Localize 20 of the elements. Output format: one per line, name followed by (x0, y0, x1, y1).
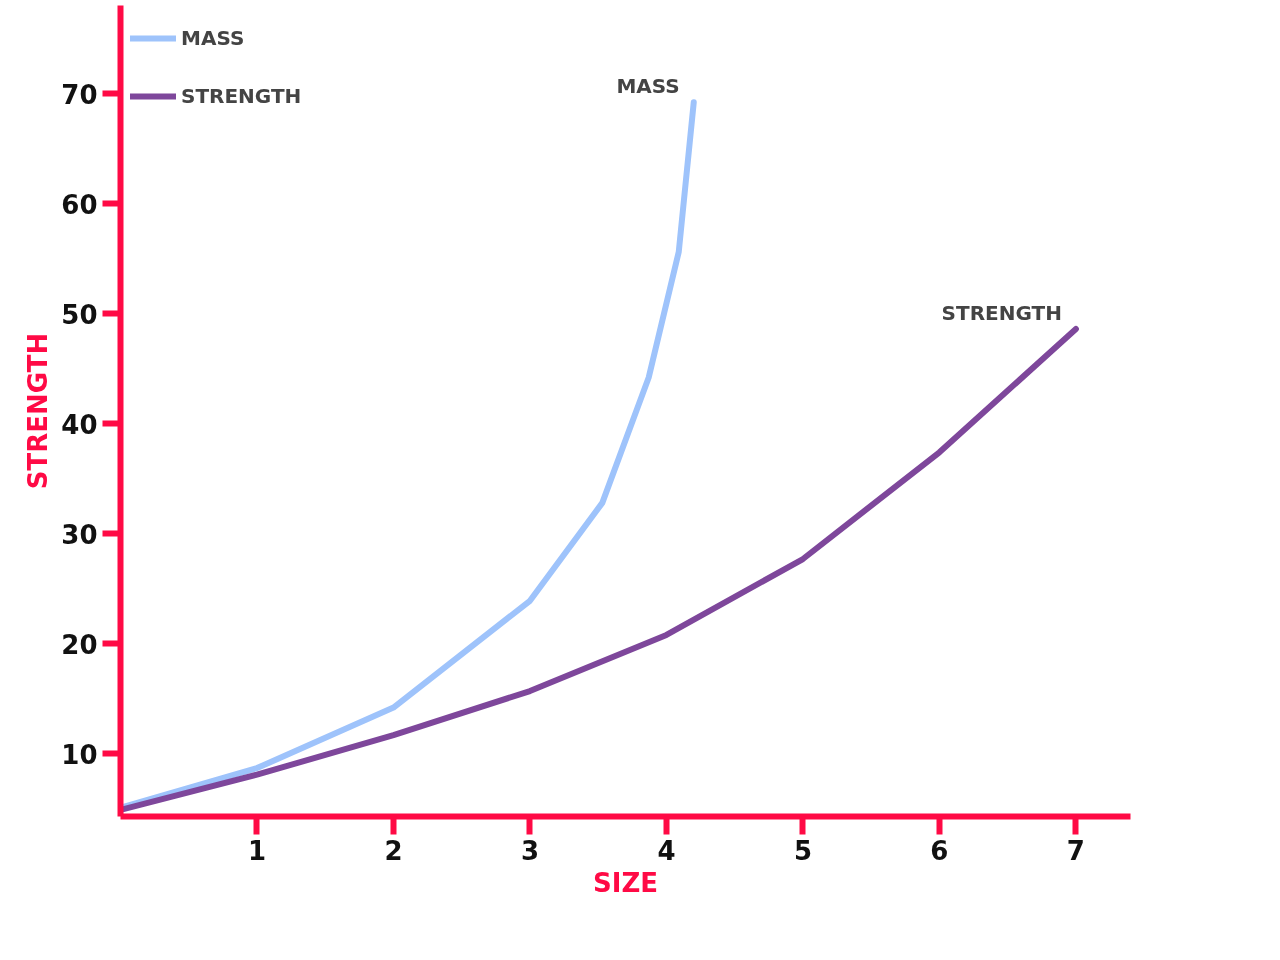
annotation: STRENGTH (941, 301, 1062, 326)
x-tick-label: 4 (657, 835, 676, 866)
x-tick-label: 2 (384, 835, 403, 866)
y-tick-label: 10 (61, 739, 98, 770)
y-tick-label: 20 (61, 629, 98, 660)
y-tick-label: 50 (61, 299, 98, 330)
legend-label: MASS (181, 26, 245, 50)
x-axis-title: SIZE (592, 867, 659, 898)
x-tick-label: 3 (520, 835, 540, 866)
y-tick-label: 40 (61, 409, 98, 440)
y-axis-title: STRENGTH (23, 332, 54, 490)
x-tick-label: 5 (793, 835, 812, 866)
y-tick-label: 70 (61, 79, 98, 110)
x-tick-label: 6 (930, 835, 949, 866)
annotation: MASS (616, 74, 680, 99)
x-tick-label: 1 (247, 835, 267, 866)
legend-label: STRENGTH (181, 84, 302, 108)
y-tick-label: 60 (61, 189, 98, 220)
x-tick-label: 7 (1066, 835, 1085, 866)
y-tick-label: 30 (61, 519, 98, 550)
